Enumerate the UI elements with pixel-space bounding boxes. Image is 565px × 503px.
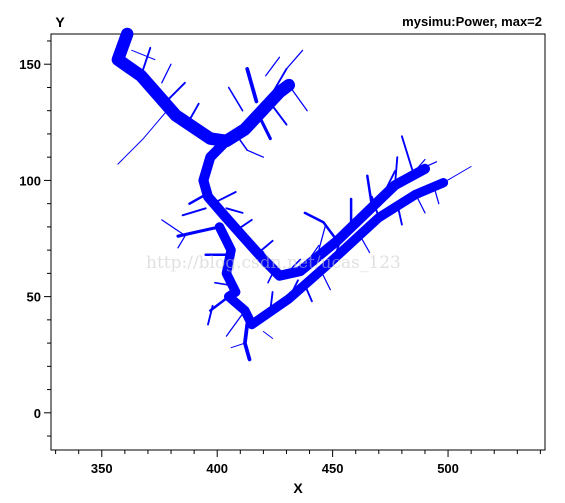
network-branch-9 [167, 81, 186, 101]
plot-frame [50, 33, 546, 451]
network-branch-18 [271, 105, 288, 126]
y-axis-title: Y [55, 14, 65, 30]
network-branch-14 [227, 86, 244, 112]
y-tick-label: 100 [19, 173, 41, 188]
network-branch-42 [366, 174, 374, 208]
axis-tick-labels: 350 400 450 500 0 50 100 150 [19, 57, 459, 476]
network-branch-23 [216, 191, 237, 203]
x-axis-title: X [293, 480, 303, 496]
power-network [111, 27, 472, 362]
network-branch-2 [214, 178, 449, 330]
network-branch-25 [176, 225, 222, 238]
y-tick-label: 0 [34, 406, 41, 421]
watermark-text: http://blog.csdn.net/ucas_123 [146, 253, 401, 273]
network-branch-46 [400, 135, 415, 175]
network-branch-10 [188, 102, 200, 121]
network-branch-4 [442, 166, 472, 184]
network-branch-3 [243, 322, 252, 362]
x-tick-label: 500 [437, 461, 459, 476]
network-branch-20 [246, 149, 265, 158]
network-branch-13 [285, 49, 304, 70]
x-tick-label: 450 [322, 461, 344, 476]
network-branch-11 [245, 67, 259, 104]
network-branch-59 [230, 342, 246, 349]
network-branch-27 [161, 219, 184, 235]
network-branch-24 [225, 207, 244, 214]
network-branch-1 [198, 135, 430, 281]
network-branch-5 [117, 105, 172, 165]
x-tick-label: 400 [206, 461, 228, 476]
network-branch-22 [181, 207, 207, 217]
network-branch-40 [303, 211, 339, 243]
network-branch-0 [111, 27, 296, 148]
network-branch-15 [265, 56, 281, 77]
chart-title: mysimu:Power, max=2 [402, 14, 542, 29]
axis-ticks [44, 40, 541, 457]
y-tick-label: 150 [19, 57, 41, 72]
x-tick-label: 350 [91, 461, 113, 476]
network-branch-60 [262, 331, 274, 339]
network-branch-8 [131, 49, 156, 61]
network-branch-7 [161, 63, 172, 84]
network-branch-39 [318, 223, 327, 251]
network-branch-32 [214, 281, 230, 286]
network-branch-26 [177, 235, 186, 249]
y-tick-label: 50 [27, 290, 41, 305]
